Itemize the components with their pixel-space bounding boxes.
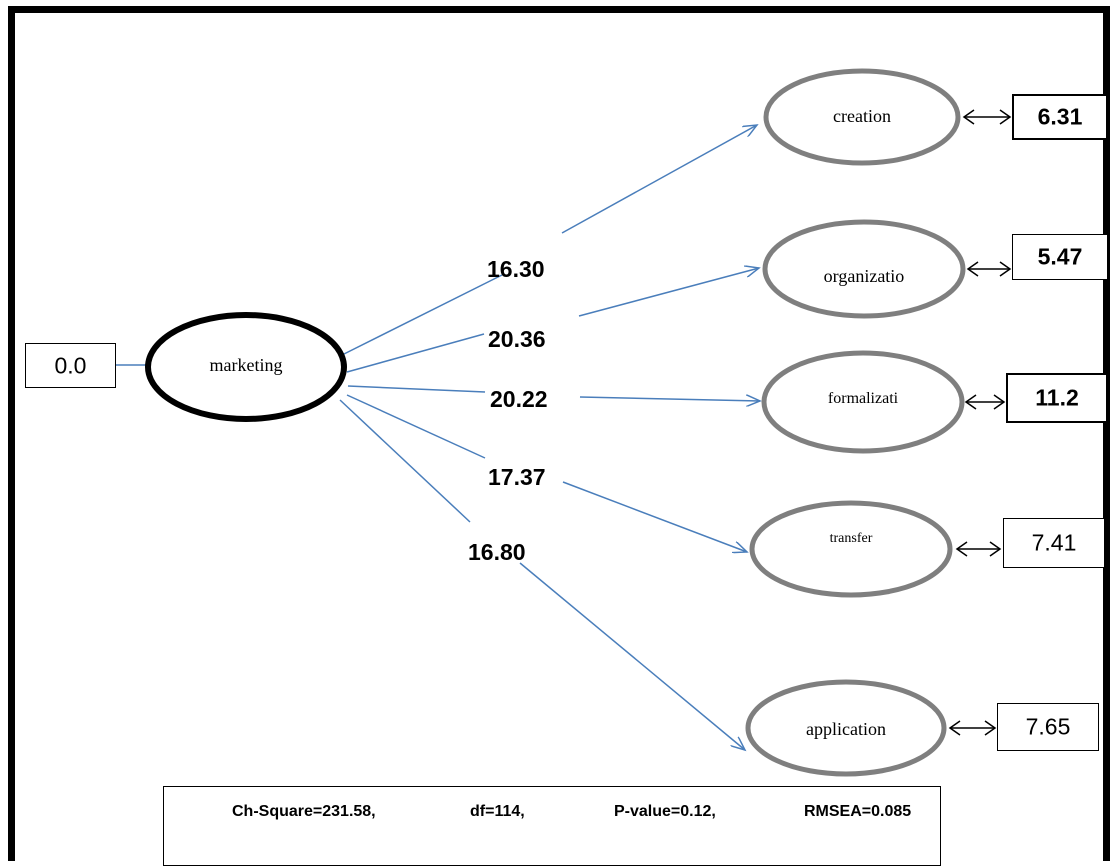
error-value-transfer: 7.41 — [1031, 529, 1077, 556]
path-line-formalization-1 — [347, 385, 486, 393]
diagram-frame — [8, 6, 1110, 861]
double-arrow-organization — [966, 261, 1012, 277]
error-box-transfer: 7.41 — [1003, 518, 1105, 568]
fit-rmsea: RMSEA=0.085 — [804, 803, 912, 820]
node-formalization — [761, 350, 965, 454]
fit-chi-square: Ch-Square=231.58, — [232, 803, 376, 820]
error-value-marketing: 0.0 — [54, 352, 87, 378]
path-arrow-transfer — [562, 481, 747, 552]
node-label-formalization: formalizati — [827, 390, 899, 406]
path-coefficient-creation: 16.30 — [487, 256, 545, 282]
path-arrow-application — [519, 562, 745, 750]
path-coefficient-formalization: 20.22 — [490, 386, 548, 412]
node-creation — [763, 68, 961, 166]
node-organization — [762, 219, 966, 319]
double-arrow-formalization — [964, 394, 1006, 410]
error-value-formalization: 11.2 — [1035, 384, 1079, 411]
path-line-organization-1 — [346, 333, 485, 373]
double-arrow-creation — [962, 109, 1012, 125]
node-label-marketing: marketing — [209, 355, 283, 375]
path-arrow-creation — [561, 125, 757, 234]
fit-df: df=114, — [470, 803, 525, 820]
path-line-transfer-1 — [346, 394, 486, 459]
error-value-creation: 6.31 — [1037, 103, 1083, 130]
fit-statistics-box: Ch-Square=231.58, df=114, P-value=0.12, … — [163, 786, 941, 866]
path-line-creation-1 — [341, 274, 503, 356]
path-coefficient-transfer: 17.37 — [488, 464, 546, 490]
error-box-formalization: 11.2 — [1006, 373, 1108, 423]
node-label-organization: organizatio — [823, 266, 905, 286]
error-value-application: 7.65 — [1025, 713, 1071, 740]
node-application — [745, 679, 947, 777]
error-box-creation: 6.31 — [1012, 94, 1108, 140]
node-label-transfer: transfer — [829, 531, 873, 544]
path-line-application-1 — [339, 399, 471, 523]
path-arrow-organization — [578, 268, 759, 317]
double-arrow-transfer — [955, 541, 1002, 557]
path-coefficient-organization: 20.36 — [488, 326, 546, 352]
error-box-organization: 5.47 — [1012, 234, 1108, 280]
node-label-application: application — [806, 719, 886, 739]
error-box-application: 7.65 — [997, 703, 1099, 751]
error-box-marketing: 0.0 — [25, 343, 116, 388]
fit-p-value: P-value=0.12, — [614, 803, 716, 820]
double-arrow-application — [948, 720, 997, 736]
node-transfer — [749, 500, 953, 598]
path-arrow-formalization — [579, 397, 760, 401]
node-marketing — [145, 312, 347, 422]
node-label-creation: creation — [833, 106, 891, 126]
error-value-organization: 5.47 — [1037, 243, 1083, 270]
path-coefficient-application: 16.80 — [468, 539, 526, 565]
